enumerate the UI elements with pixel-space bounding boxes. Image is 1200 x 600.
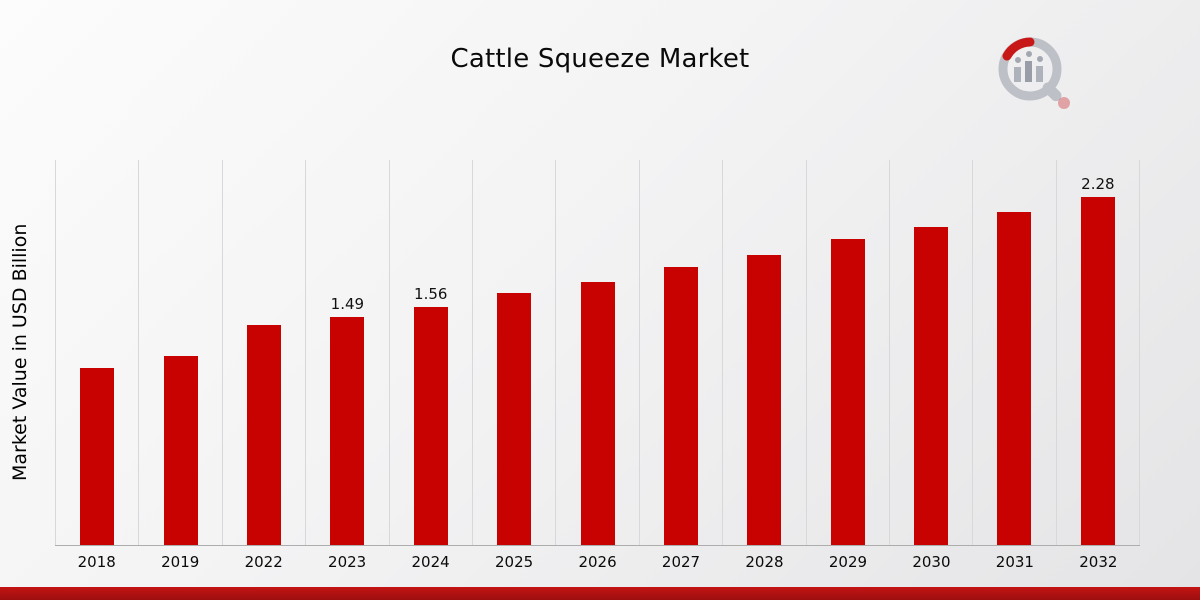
bar-2032: 2.28 xyxy=(1080,175,1115,545)
x-tick-label: 2026 xyxy=(578,553,617,571)
x-tick-label: 2023 xyxy=(328,553,367,571)
bar-value-label: 2.28 xyxy=(1081,174,1115,193)
grid-column xyxy=(638,160,722,545)
bar-2019 xyxy=(163,355,198,545)
x-tick-label: 2024 xyxy=(411,553,450,571)
x-tick-label: 2019 xyxy=(161,553,200,571)
grid-column: 1.49 xyxy=(305,160,388,545)
x-tick-label: 2032 xyxy=(1079,553,1118,571)
bar-2022 xyxy=(246,325,281,545)
x-tick-label: 2025 xyxy=(494,553,534,571)
x-tick-label: 2031 xyxy=(995,553,1034,571)
x-tick-label: 2029 xyxy=(828,553,868,571)
grid-column xyxy=(555,160,638,545)
x-axis-tick-row: 2018 2019 2022 2023 2024 2025 2026 2027 2028 2029… xyxy=(55,553,1140,571)
grid-column: 1.56 xyxy=(388,160,472,545)
x-tick-label: 2028 xyxy=(745,553,784,571)
grid-column: 2.28 xyxy=(1055,160,1141,545)
x-tick-label: 2022 xyxy=(244,553,283,571)
grid-column xyxy=(805,160,889,545)
grid-column xyxy=(722,160,805,545)
bar-value-label: 1.56 xyxy=(414,284,448,303)
bar-2025 xyxy=(497,292,532,545)
bar-2028 xyxy=(747,254,782,545)
grid-column xyxy=(55,160,138,545)
grid-column xyxy=(221,160,305,545)
grid-column xyxy=(888,160,972,545)
y-axis-label: Market Value in USD Billion xyxy=(9,223,31,482)
bar-2031 xyxy=(997,211,1032,545)
footer-red-bar xyxy=(0,587,1200,600)
bar-2026 xyxy=(580,282,615,545)
x-tick-label: 2018 xyxy=(77,553,116,571)
x-tick-label: 2027 xyxy=(661,553,701,571)
x-tick-label: 2030 xyxy=(912,553,951,571)
bar-2023: 1.49 xyxy=(330,295,365,545)
market-research-future-logo xyxy=(998,37,1070,109)
plot-area: 1.49 1.56 2.28 xyxy=(55,160,1141,546)
grid-column xyxy=(471,160,555,545)
bar-value-label: 1.49 xyxy=(330,295,365,314)
grid-column xyxy=(972,160,1055,545)
bar-2027 xyxy=(663,266,698,545)
chart-title: Cattle Squeeze Market xyxy=(450,44,750,74)
bar-2030 xyxy=(914,227,949,545)
bar-2029 xyxy=(830,239,865,545)
bar-2018 xyxy=(80,367,115,545)
grid-column xyxy=(138,160,221,545)
bar-2024: 1.56 xyxy=(413,285,448,545)
